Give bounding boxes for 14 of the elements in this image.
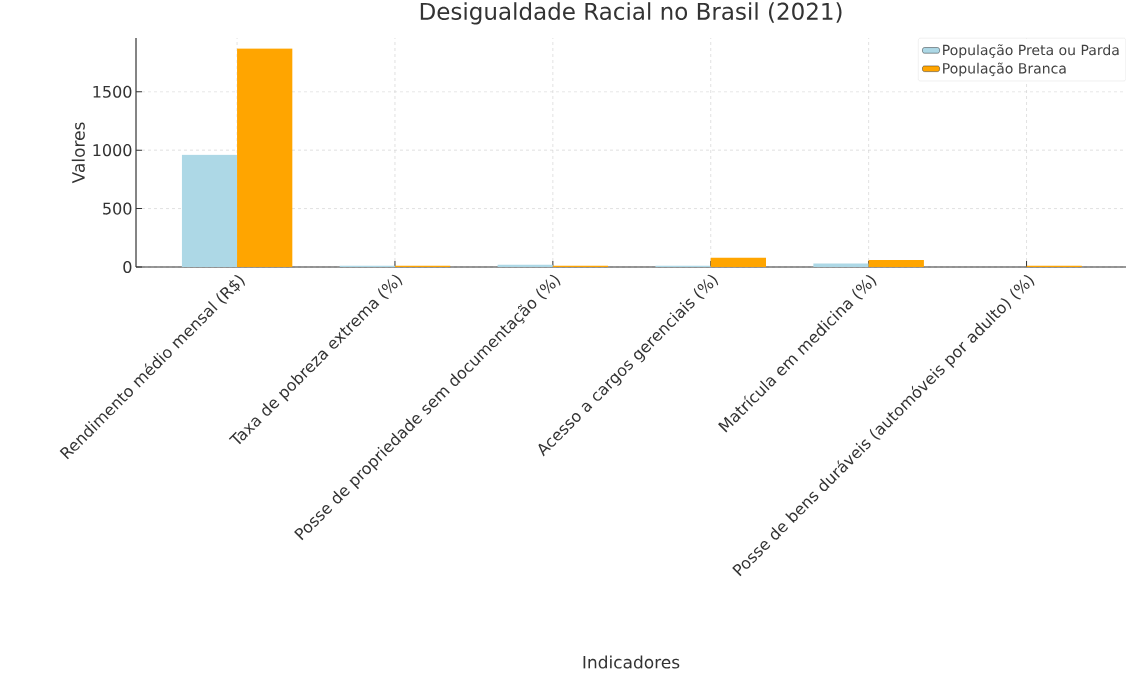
- bar: [868, 259, 924, 267]
- y-tick-label: 1000: [93, 144, 132, 157]
- bar: [813, 263, 869, 267]
- bar: [181, 154, 238, 267]
- chart-title: Desigualdade Racial no Brasil (2021): [420, 2, 842, 25]
- y-axis-title: Valores: [71, 122, 85, 184]
- legend-label: População Branca: [943, 62, 1066, 77]
- x-axis-title: Indicadores: [583, 655, 680, 669]
- legend-label: População Preta ou Parda: [943, 44, 1119, 58]
- bar: [237, 48, 293, 267]
- bar: [710, 257, 767, 267]
- y-tick-label: 0: [123, 260, 132, 274]
- y-tick-label: 500: [103, 202, 132, 215]
- y-tick-label: 1500: [93, 85, 132, 98]
